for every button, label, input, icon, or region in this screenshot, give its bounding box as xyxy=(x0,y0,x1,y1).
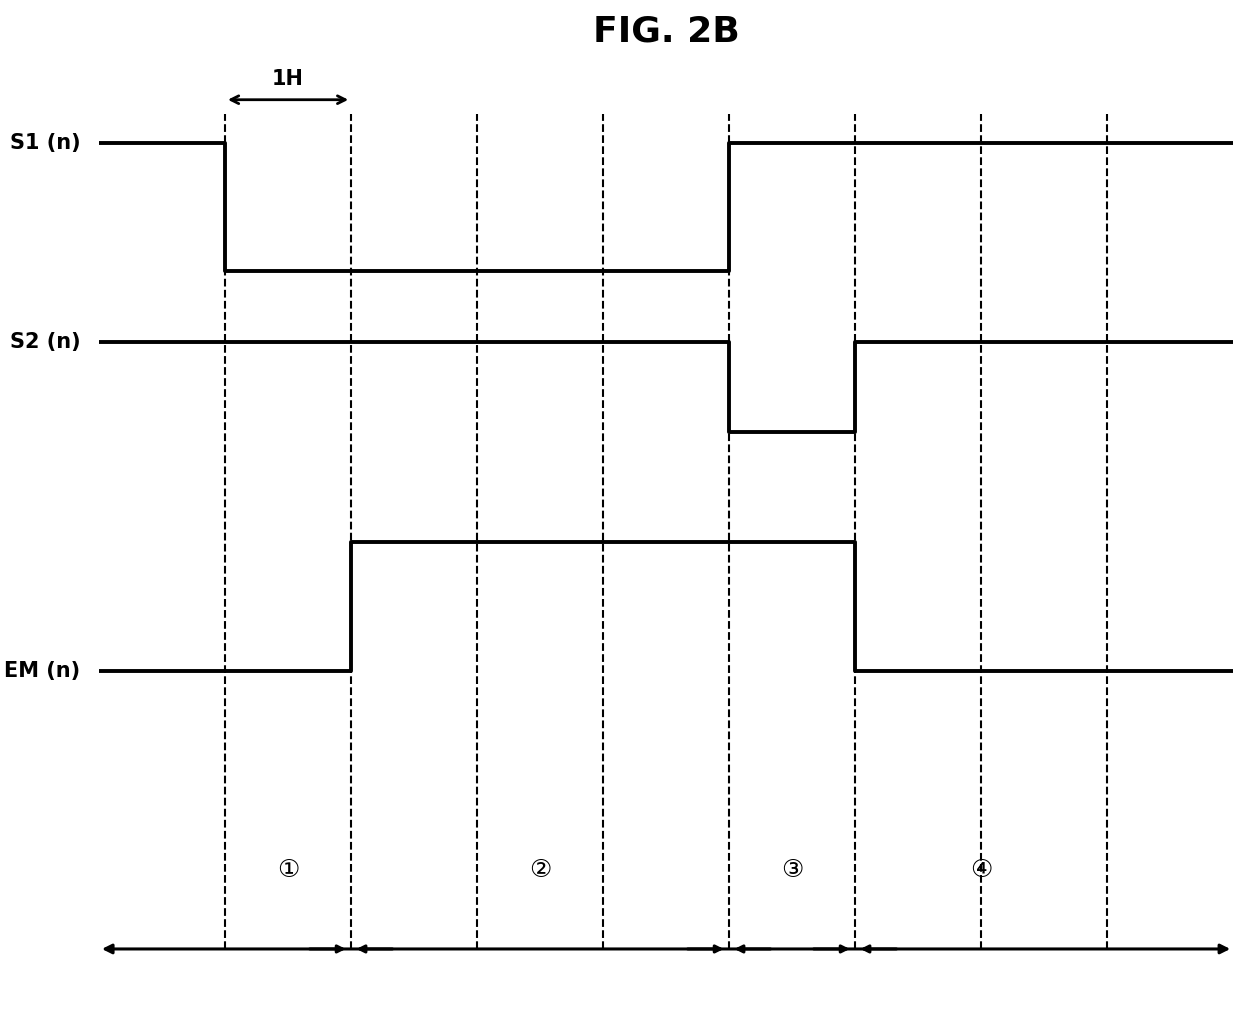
Text: 1H: 1H xyxy=(272,69,304,89)
Text: S1 (n): S1 (n) xyxy=(10,133,81,153)
Text: ②: ② xyxy=(529,858,552,882)
Text: ④: ④ xyxy=(970,858,992,882)
Text: ①: ① xyxy=(277,858,299,882)
Text: FIG. 2B: FIG. 2B xyxy=(593,14,739,48)
Text: ③: ③ xyxy=(781,858,804,882)
Text: S2 (n): S2 (n) xyxy=(10,332,81,353)
Text: EM (n): EM (n) xyxy=(4,660,81,681)
